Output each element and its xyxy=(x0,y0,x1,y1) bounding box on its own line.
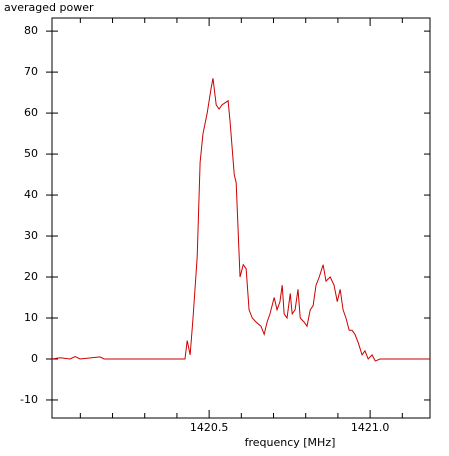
data-line xyxy=(51,78,430,362)
x-tick-label: 1420.5 xyxy=(190,421,229,434)
y-tick-label: 30 xyxy=(24,229,38,242)
x-axis-label: frequency [MHz] xyxy=(245,436,336,449)
plot-frame xyxy=(51,17,431,419)
chart-title: averaged power xyxy=(4,1,94,14)
y-tick-label: 10 xyxy=(24,311,38,324)
y-tick-label: 50 xyxy=(24,147,38,160)
y-tick-label: 20 xyxy=(24,270,38,283)
x-tick-label: 1421.0 xyxy=(351,421,390,434)
y-tick-label: 60 xyxy=(24,106,38,119)
y-tick-label: -10 xyxy=(20,393,38,406)
y-tick-label: 40 xyxy=(24,188,38,201)
y-tick-label: 70 xyxy=(24,65,38,78)
y-tick-label: 0 xyxy=(31,352,38,365)
y-tick-label: 80 xyxy=(24,24,38,37)
